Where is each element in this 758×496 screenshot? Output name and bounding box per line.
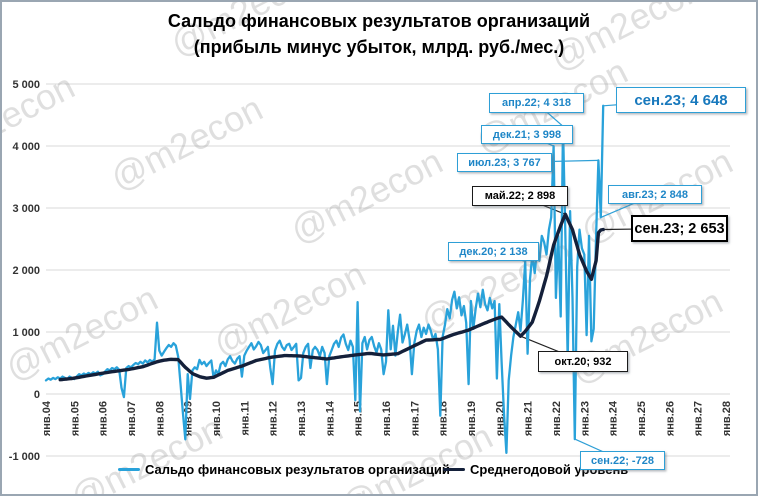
x-axis-tick-label: янв.13 — [296, 401, 308, 436]
x-axis-tick-label: янв.17 — [409, 401, 421, 436]
x-axis-tick-label: янв.22 — [551, 401, 563, 436]
x-axis-tick-label: янв.16 — [381, 401, 393, 436]
series-annual-average — [58, 212, 605, 382]
legend-label-average: Среднегодовой уровень — [470, 462, 629, 477]
x-axis-tick-label: янв.11 — [239, 401, 251, 436]
x-axis-tick-label: янв.24 — [608, 400, 620, 436]
y-axis-tick-label: 0 — [34, 389, 40, 401]
y-axis-labels: 5 000 4 000 3 000 2 000 1 000 0 -1 000 — [9, 79, 40, 463]
x-axis-tick-label: янв.07 — [126, 401, 138, 436]
y-axis-tick-label: 4 000 — [12, 141, 40, 153]
y-axis-tick-label: 5 000 — [12, 79, 40, 91]
legend-item-monthly-series: Сальдо финансовых результатов организаци… — [118, 462, 450, 477]
x-axis-tick-label: янв.21 — [523, 401, 535, 436]
x-axis-tick-label: янв.23 — [579, 401, 591, 436]
y-axis-tick-label: 3 000 — [12, 203, 40, 215]
x-axis-tick-label: янв.15 — [353, 401, 365, 436]
y-axis-tick-label: 1 000 — [12, 327, 40, 339]
series-monthly-balance — [44, 104, 605, 455]
y-axis-tick-label: 2 000 — [12, 265, 40, 277]
legend: Сальдо финансовых результатов организаци… — [2, 462, 756, 490]
x-axis-tick-label: янв.08 — [154, 401, 166, 436]
x-axis-tick-label: янв.10 — [211, 401, 223, 436]
y-axis-tick-label: -1 000 — [9, 451, 40, 463]
legend-item-average-series: Среднегодовой уровень — [443, 462, 628, 477]
legend-label-monthly: Сальдо финансовых результатов организаци… — [145, 462, 450, 477]
chart-title-line2: (прибыль минус убыток, млрд. руб./мес.) — [193, 37, 565, 57]
watermark-text: @m2econ — [104, 87, 269, 198]
legend-line-sample-blue — [118, 467, 140, 472]
x-axis-labels: янв.04 янв.05 янв.06 янв.07 янв.08 янв.09 янв.… — [41, 400, 733, 436]
x-axis-tick-label: янв.25 — [636, 401, 648, 436]
x-axis-tick-label: янв.05 — [69, 401, 81, 436]
chart-title-line1: Сальдо финансовых результатов организаци… — [167, 11, 591, 31]
chart-title: Сальдо финансовых результатов организаци… — [2, 8, 756, 60]
legend-line-sample-dark — [443, 467, 465, 472]
watermark-layer: @m2econ @m2econ@m2econ @m2econ @m2econ@m2ec… — [2, 2, 739, 494]
x-axis-tick-label: янв.14 — [324, 400, 336, 436]
x-axis-tick-label: янв.12 — [268, 401, 280, 436]
x-axis-tick-label: янв.06 — [98, 401, 110, 436]
x-axis-tick-label: янв.04 — [41, 400, 53, 436]
x-axis-tick-label: янв.28 — [721, 401, 733, 436]
x-axis-tick-label: янв.26 — [664, 401, 676, 436]
watermark-text: @m2econ — [284, 140, 449, 251]
x-axis-tick-label: янв.27 — [693, 401, 705, 436]
x-axis-tick-label: янв.19 — [466, 401, 478, 436]
